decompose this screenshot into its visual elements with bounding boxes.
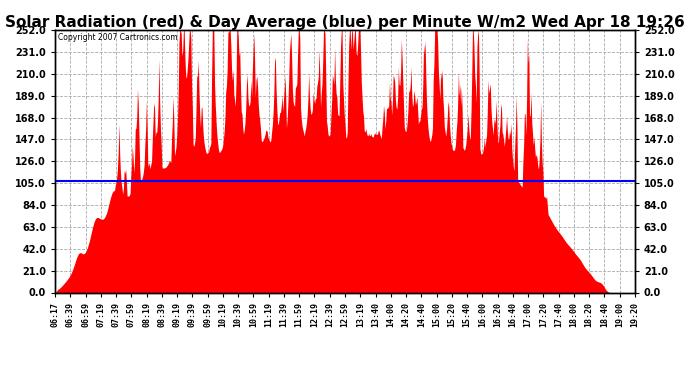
Text: Copyright 2007 Cartronics.com: Copyright 2007 Cartronics.com <box>58 33 178 42</box>
Text: Solar Radiation (red) & Day Average (blue) per Minute W/m2 Wed Apr 18 19:26: Solar Radiation (red) & Day Average (blu… <box>5 15 685 30</box>
